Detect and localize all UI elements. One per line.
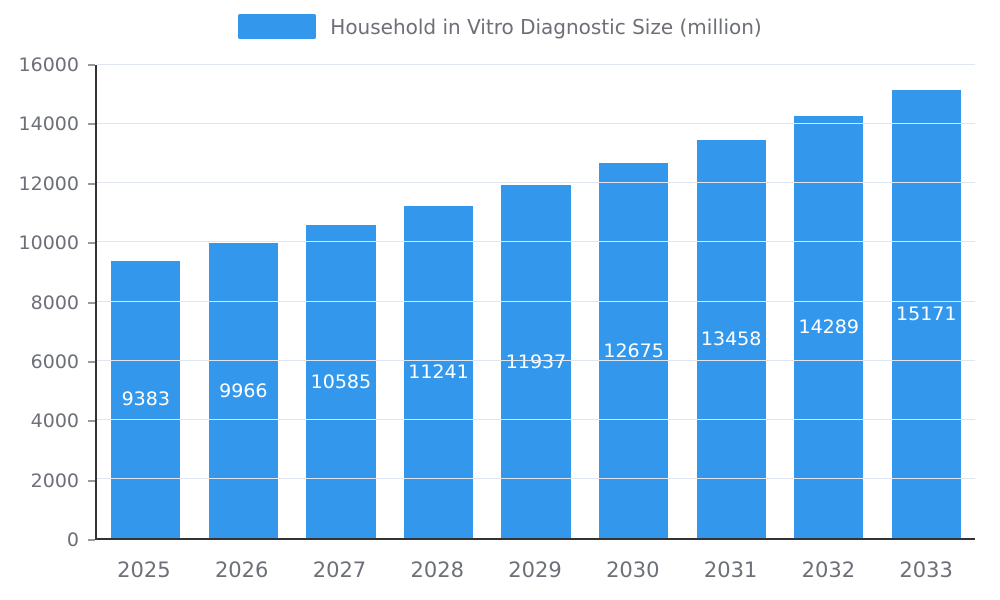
bar-slot: 13458 bbox=[682, 65, 780, 538]
y-tick-label: 0 bbox=[66, 529, 79, 551]
y-tick-mark bbox=[88, 242, 95, 244]
bar-2027: 10585 bbox=[306, 225, 376, 538]
x-tick-label: 2025 bbox=[117, 558, 171, 582]
x-tick-label: 2030 bbox=[606, 558, 660, 582]
y-tick-label: 4000 bbox=[30, 410, 79, 433]
legend[interactable]: Household in Vitro Diagnostic Size (mill… bbox=[0, 14, 1000, 39]
y-tick-mark bbox=[88, 64, 95, 66]
y-tick-mark bbox=[88, 302, 95, 303]
gridline bbox=[97, 418, 975, 420]
x-tick-label: 2032 bbox=[801, 558, 856, 582]
x-tick-label: 2029 bbox=[508, 558, 562, 582]
gridline bbox=[97, 64, 975, 65]
plot-area: 9383 9966 10585 11241 11937 12675 13458 14289 15… bbox=[95, 64, 975, 540]
gridline bbox=[97, 182, 975, 184]
y-tick-mark bbox=[88, 480, 95, 482]
y-tick-mark bbox=[88, 539, 95, 541]
bar-slot: 11241 bbox=[390, 65, 488, 538]
bar-value-label: 10585 bbox=[310, 370, 372, 393]
bar-2032: 14289 bbox=[794, 115, 864, 538]
bar-2025: 9383 bbox=[111, 260, 181, 538]
chart-title: Household in Vitro Diagnostic Size (mill… bbox=[330, 14, 762, 39]
x-tick-label: 2027 bbox=[312, 558, 367, 582]
y-tick-label: 14000 bbox=[18, 113, 79, 136]
x-axis: 2025 2026 2027 2028 2029 2030 2031 2032 2033 bbox=[95, 552, 975, 588]
legend-swatch-icon bbox=[238, 14, 317, 39]
bar-slot: 10585 bbox=[292, 65, 390, 538]
y-tick-mark bbox=[88, 183, 95, 185]
y-tick-label: 2000 bbox=[30, 469, 79, 492]
bar-2033: 15171 bbox=[891, 89, 961, 538]
x-tick-label: 2033 bbox=[899, 558, 953, 582]
bar-slot: 15171 bbox=[878, 65, 976, 538]
bar-slot: 14289 bbox=[780, 65, 878, 538]
y-tick-label: 10000 bbox=[18, 232, 79, 255]
bar-slot: 9966 bbox=[195, 65, 293, 538]
bar-value-label: 14289 bbox=[798, 315, 859, 338]
gridline bbox=[97, 300, 975, 302]
bar-2031: 13458 bbox=[696, 140, 766, 538]
bar-value-label: 15171 bbox=[896, 302, 957, 325]
gridline bbox=[97, 123, 975, 125]
bar-value-label: 13458 bbox=[700, 328, 762, 351]
bar-2029: 11937 bbox=[501, 185, 571, 538]
x-tick-label: 2031 bbox=[703, 558, 758, 582]
bar-2030: 12675 bbox=[598, 163, 669, 538]
gridline bbox=[97, 359, 975, 361]
gridline bbox=[97, 241, 975, 243]
bar-2028: 11241 bbox=[403, 205, 474, 538]
bar-slot: 12675 bbox=[585, 65, 683, 538]
y-tick-mark bbox=[88, 420, 95, 422]
bar-value-label: 11241 bbox=[408, 360, 469, 383]
y-tick-mark bbox=[88, 361, 95, 363]
y-tick-label: 8000 bbox=[30, 291, 79, 314]
y-tick-label: 12000 bbox=[18, 172, 79, 195]
y-tick-label: 16000 bbox=[18, 54, 79, 76]
x-tick-label: 2026 bbox=[214, 558, 269, 582]
bar-value-label: 11937 bbox=[505, 350, 567, 373]
bar-slot: 11937 bbox=[487, 65, 585, 538]
bar-value-label: 9966 bbox=[219, 379, 268, 402]
y-axis: 0 2000 4000 6000 8000 10000 12000 14000 16000 bbox=[0, 54, 95, 551]
bar-value-label: 9383 bbox=[121, 388, 170, 411]
y-tick-label: 6000 bbox=[30, 350, 79, 373]
bars: 9383 9966 10585 11241 11937 12675 13458 14289 15… bbox=[97, 65, 975, 538]
bar-2026: 9966 bbox=[208, 243, 278, 538]
gridline bbox=[97, 477, 975, 479]
x-tick-label: 2028 bbox=[410, 558, 464, 582]
bar-slot: 9383 bbox=[97, 65, 195, 538]
y-tick-mark bbox=[88, 123, 95, 125]
bar-value-label: 12675 bbox=[603, 339, 664, 362]
